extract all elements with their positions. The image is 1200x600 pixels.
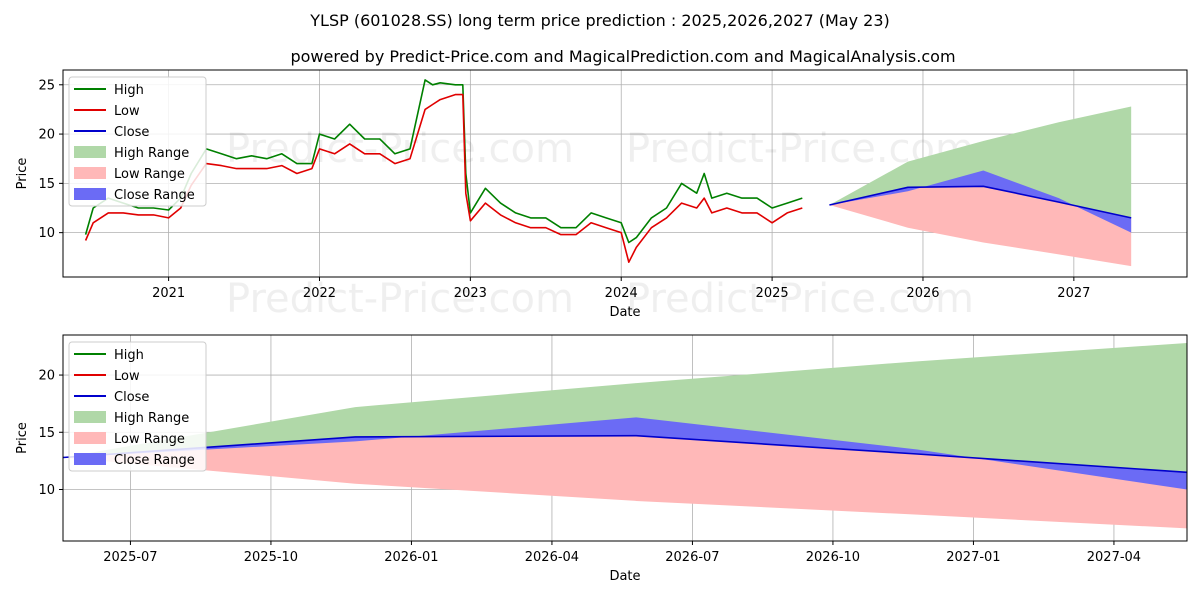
- series-close-line: [829, 185, 1132, 219]
- legend-swatch-low-range: [74, 167, 106, 179]
- x-tick-label: 2027-01: [946, 550, 1000, 565]
- x-tick-label: 2027: [1057, 286, 1090, 301]
- x-tick-label: 2025-07: [103, 550, 157, 565]
- x-tick-label: 2027-04: [1087, 550, 1141, 565]
- series-close-line: [62, 434, 1188, 474]
- y-axis-label: Price: [15, 422, 30, 454]
- series-high-range-area: [63, 343, 1187, 473]
- plot-frame: [62, 334, 1188, 542]
- series-close-range-area: [829, 170, 1132, 233]
- legend-label-low: Low: [114, 104, 140, 119]
- chart-title: YLSP (601028.SS) long term price predict…: [309, 11, 890, 30]
- x-tick-label: 2021: [152, 286, 185, 301]
- x-tick-label: 2026-10: [806, 550, 860, 565]
- chart-legend: High Low Close High Range Low Range Close Ran…: [68, 341, 207, 472]
- legend-swatch-high-range: [74, 411, 106, 423]
- x-axis-label: Date: [609, 305, 640, 320]
- series-high-range-area: [829, 106, 1132, 218]
- y-tick-label: 15: [38, 177, 55, 192]
- legend-label-high-range: High Range: [114, 146, 189, 161]
- legend-label-close-range: Close Range: [114, 453, 195, 468]
- x-tick-label: 2026-01: [384, 550, 438, 565]
- legend-label-low-range: Low Range: [114, 167, 185, 182]
- legend-label-high: High: [114, 348, 144, 363]
- x-tick-label: 2025: [756, 286, 789, 301]
- x-tick-label: 2024: [605, 286, 638, 301]
- legend-swatch-close-range: [74, 188, 106, 200]
- series-low-range-area: [63, 435, 1187, 529]
- legend-label-high-range: High Range: [114, 411, 189, 426]
- y-tick-label: 15: [38, 426, 55, 441]
- y-tick-label: 25: [38, 78, 55, 93]
- legend-swatch-close-range: [74, 453, 106, 465]
- chart-panel-2: Predict-Price.comPredict-Price.com2025-0…: [15, 334, 1188, 584]
- x-tick-label: 2026: [906, 286, 939, 301]
- x-tick-label: 2022: [303, 286, 336, 301]
- legend-swatch-high-range: [74, 146, 106, 158]
- y-tick-label: 20: [38, 128, 55, 143]
- y-tick-label: 10: [38, 483, 55, 498]
- x-tick-label: 2023: [454, 286, 487, 301]
- series-close-range-area: [63, 417, 1187, 490]
- chart-legend: High Low Close High Range Low Range Close Ran…: [68, 76, 207, 207]
- y-tick-label: 10: [38, 226, 55, 241]
- legend-swatch-low-range: [74, 432, 106, 444]
- plot-frame: [62, 69, 1188, 278]
- y-axis-label: Price: [15, 158, 30, 190]
- x-tick-label: 2025-10: [244, 550, 298, 565]
- legend-label-close-range: Close Range: [114, 188, 195, 203]
- legend-label-close: Close: [114, 125, 149, 140]
- watermark-text: Predict-Price.com: [226, 276, 574, 322]
- chart-panel-1: Predict-Price.com Predict-Price.com Predic…: [15, 69, 1188, 322]
- chart-subtitle: powered by Predict-Price.com and Magical…: [290, 47, 955, 66]
- legend-label-low-range: Low Range: [114, 432, 185, 447]
- x-axis-label: Date: [609, 569, 640, 584]
- y-tick-label: 20: [38, 369, 55, 384]
- x-tick-label: 2026-04: [525, 550, 579, 565]
- watermark-text: Predict-Price.com: [226, 126, 574, 172]
- series-low-range-area: [829, 186, 1132, 267]
- legend-label-high: High: [114, 83, 144, 98]
- x-tick-label: 2026-07: [665, 550, 719, 565]
- legend-label-low: Low: [114, 369, 140, 384]
- legend-label-close: Close: [114, 390, 149, 405]
- watermark-text: Predict-Price.com: [626, 276, 974, 322]
